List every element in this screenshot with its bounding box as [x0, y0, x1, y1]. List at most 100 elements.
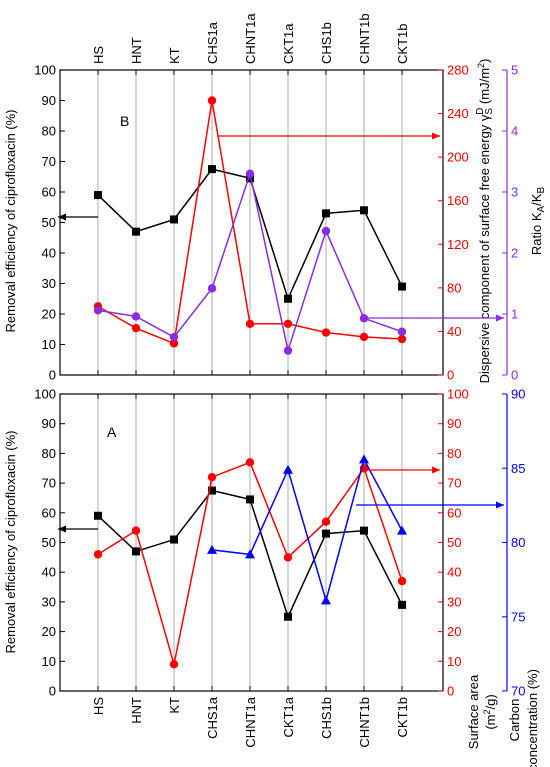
panel-a-left-tick-label-30: 30: [42, 594, 56, 609]
panel-b-right2-tick-label-2: 2: [511, 246, 518, 261]
panel-a-category-label-KT: KT: [167, 697, 182, 714]
panel-a-left-tick-label-20: 20: [42, 624, 56, 639]
panel-b-left-tick-label-90: 90: [42, 93, 56, 108]
panel-b-left-point-CKT1b: [398, 282, 406, 291]
panel-a-right2-tick-label-90: 90: [511, 387, 525, 402]
panel-b-left-tick-label-20: 20: [42, 307, 56, 322]
panel-b-right2-point-HS: [93, 306, 103, 315]
panel-b-left-tick-label-100: 100: [34, 63, 56, 78]
panel-a-right1-tick-label-40: 40: [447, 565, 461, 580]
panel-b: B Removal efficiency of ciprofloxacin (%…: [3, 13, 547, 384]
panel-b-right2-tick-label-3: 3: [511, 185, 518, 200]
panel-a-right1-tick-label-20: 20: [447, 624, 461, 639]
panel-b-right1-tick-label-120: 120: [447, 237, 469, 252]
panel-a-category-label-CKT1b: CKT1b: [395, 697, 410, 737]
panel-b-right2-tick-label-4: 4: [511, 124, 518, 139]
panel-b-category-label-HS: HS: [91, 46, 106, 64]
panel-b-category-label-CHS1b: CHS1b: [319, 22, 334, 64]
panel-b-right1-tick-label-0: 0: [447, 368, 454, 383]
panel-a-right1-tick-label-70: 70: [447, 476, 461, 491]
panel-b-left-axis-arrow-head: [58, 213, 66, 221]
panel-b-label: B: [120, 113, 129, 129]
panel-b-right1-point-CKT1b: [397, 334, 407, 344]
panel-b-left-tick-label-80: 80: [42, 124, 56, 139]
panel-a-line-right2: [211, 457, 403, 604]
panel-b-right1-point-CHS1b: [321, 328, 331, 337]
panel-a-left-tick-label-40: 40: [42, 565, 56, 580]
panel-a-left-axis-arrow-head: [58, 525, 66, 533]
panel-a-left-point-HS: [94, 511, 102, 520]
panel-a-left-tick-label-0: 0: [49, 684, 56, 699]
panel-a-right1-point-CHS1b: [321, 517, 331, 526]
panel-b-right1-point-CHS1a: [207, 96, 217, 105]
panel-a-right1-axis-title: Surface area: [466, 674, 481, 749]
panel-b-category-label-CKT1b: CKT1b: [395, 24, 410, 64]
panel-a-left-point-CKT1b: [398, 600, 406, 609]
panel-a-right1-point-KT: [169, 660, 179, 669]
panel-a-right1-tick-label-100: 100: [447, 387, 469, 402]
panel-a-category-label-CHS1b: CHS1b: [319, 697, 334, 739]
panel-b-right2-tick-label-0: 0: [511, 368, 518, 383]
panel-b-right2-tick-label-5: 5: [511, 63, 518, 78]
panel-b-right2-point-KT: [169, 332, 179, 342]
panel-a-left-tick-label-50: 50: [42, 535, 56, 550]
panel-b-left-tick-label-0: 0: [49, 368, 56, 383]
panel-a-left-point-CKT1a: [284, 612, 292, 621]
panel-b-left-point-CHNT1b: [360, 206, 368, 215]
panel-a-left-tick-label-70: 70: [42, 476, 56, 491]
panel-a-right1-point-CHS1a: [207, 472, 217, 482]
panel-a-right1-axis-unit: (m2/g): [482, 694, 498, 729]
panel-b-right2-point-CHNT1a: [245, 169, 255, 178]
panel-b-right2-tick-label-1: 1: [511, 307, 518, 322]
panel-a-left-tick-label-90: 90: [42, 416, 56, 431]
panel-a-left-point-CHS1a: [208, 486, 216, 495]
panel-a-right1-tick-label-80: 80: [447, 446, 461, 461]
panel-b-right2-axis-arrow-head: [496, 314, 504, 322]
panel-b-right2-point-CHS1b: [321, 226, 331, 236]
panel-b-left-point-CHNT1a: [246, 174, 254, 183]
panel-a-right2-point-CHNT1b: [359, 454, 369, 464]
panel-b-left-tick-label-60: 60: [42, 185, 56, 200]
panel-a-right1-point-CKT1b: [397, 576, 407, 586]
panel-b-left-point-CHS1a: [208, 165, 216, 174]
panel-a-right2-tick-label-75: 75: [511, 609, 525, 624]
panel-b-right1-tick-label-240: 240: [447, 106, 469, 121]
panel-b-left-point-HS: [94, 191, 102, 200]
panel-b-category-label-CHS1a: CHS1a: [205, 21, 220, 64]
panel-a-right2-point-CHNT1a: [245, 549, 255, 559]
panel-b-left-tick-label-70: 70: [42, 154, 56, 169]
panel-a-left-point-CHNT1a: [246, 495, 254, 504]
panel-a-right1-point-HNT: [131, 526, 141, 535]
panel-b-left-point-CHS1b: [322, 209, 330, 218]
panel-b-right2-point-CHS1a: [207, 284, 217, 293]
panel-a-right1-point-HS: [93, 550, 103, 559]
panel-b-right1-point-CHNT1b: [359, 332, 369, 342]
panel-b-left-axis-title: Removal efficiency of ciprofloxacin (%): [3, 109, 18, 332]
panel-b-left-tick-label-10: 10: [42, 337, 56, 352]
panel-a-category-label-HNT: HNT: [129, 697, 144, 724]
panel-b-right1-point-CHNT1a: [245, 319, 255, 329]
panel-b-category-label-HNT: HNT: [129, 37, 144, 64]
panel-a-left-axis-title: Removal efficiency of ciprofloxacin (%): [3, 430, 18, 653]
panel-b-right1-tick-label-80: 80: [447, 280, 461, 295]
panel-a-right2-axis-title: Carbon: [507, 699, 522, 742]
panel-b-right1-point-HNT: [131, 323, 141, 333]
panel-a-left-tick-label-80: 80: [42, 446, 56, 461]
panel-a-left-point-HNT: [132, 547, 140, 556]
panel-a-right2-tick-label-80: 80: [511, 535, 525, 550]
panel-a-right2-axis-arrow-head: [496, 501, 504, 509]
panel-a-right1-axis-arrow-head: [432, 466, 440, 474]
panel-a-left-point-CHS1b: [322, 529, 330, 538]
panel-b-category-label-CHNT1a: CHNT1a: [243, 13, 258, 64]
panel-b-left-tick-label-30: 30: [42, 276, 56, 291]
panel-a-right1-tick-label-0: 0: [447, 684, 454, 699]
panel-a-right1-tick-label-90: 90: [447, 416, 461, 431]
panel-a-left-point-KT: [170, 535, 178, 544]
panel-a-category-label-CKT1a: CKT1a: [281, 696, 296, 737]
panel-b-right1-axis-title: Dispersive component of surface free ene…: [475, 59, 495, 384]
panel-b-category-label-CKT1a: CKT1a: [281, 23, 296, 64]
panel-a-category-label-HS: HS: [91, 697, 106, 715]
panel-a-right1-tick-label-30: 30: [447, 594, 461, 609]
panel-a-right2-point-CHS1a: [207, 544, 217, 554]
panel-b-category-label-KT: KT: [167, 47, 182, 64]
